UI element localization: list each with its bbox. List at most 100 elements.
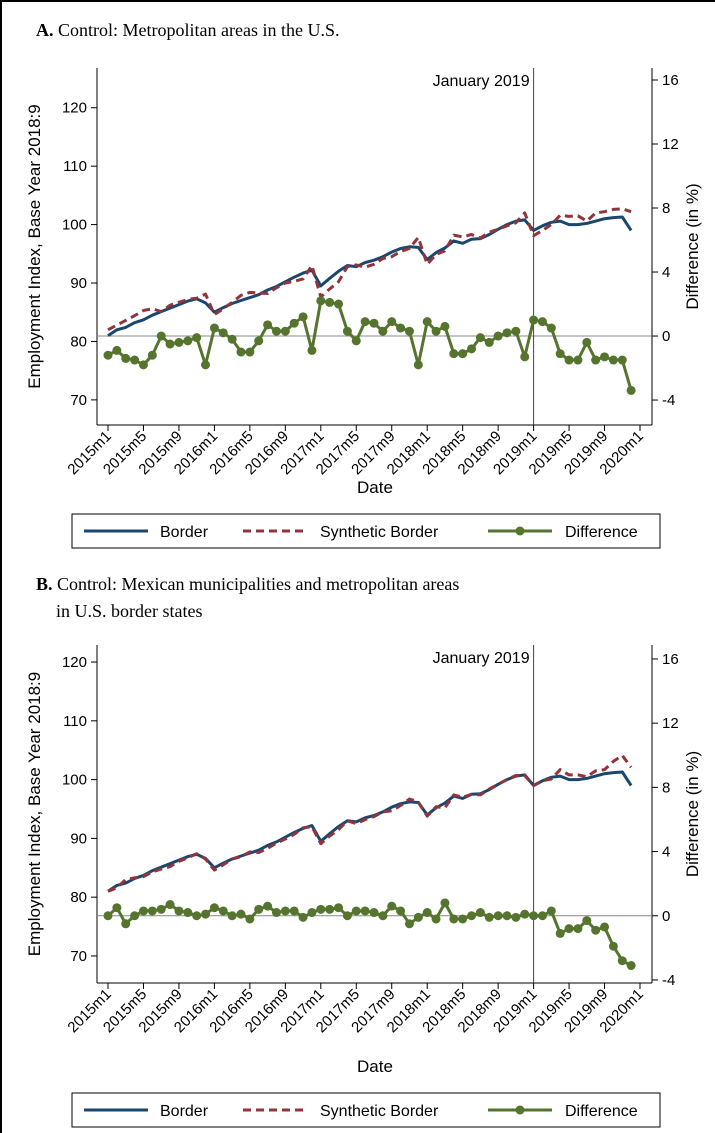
series-marker	[245, 914, 255, 924]
y2-tick-label: 12	[662, 136, 679, 153]
series-marker	[236, 909, 246, 919]
series-marker	[316, 904, 326, 914]
series-marker	[617, 956, 627, 966]
series-marker	[280, 906, 290, 916]
series-marker	[254, 336, 264, 346]
panel-title: B. Control: Mexican municipalities and m…	[36, 574, 459, 594]
series-marker	[369, 908, 379, 918]
series-marker	[546, 323, 556, 333]
series-marker	[573, 924, 583, 934]
legend-label: Border	[160, 524, 209, 541]
series-marker	[289, 318, 299, 328]
series-marker	[449, 349, 459, 359]
series-marker	[192, 911, 202, 921]
series-marker	[511, 912, 521, 922]
series-marker	[484, 912, 494, 922]
y-tick-label: 90	[70, 830, 87, 847]
y2-tick-label: 16	[662, 651, 679, 668]
series-marker	[245, 347, 255, 357]
series-marker	[147, 350, 157, 360]
series-marker	[537, 911, 547, 921]
series-marker	[218, 906, 228, 916]
y2-tick-label: -4	[662, 392, 675, 409]
series-marker	[520, 909, 530, 919]
y2-tick-label: -4	[662, 972, 675, 989]
y-axis-title: Employment Index, Base Year 2018:9	[25, 104, 44, 388]
panel-label: B.	[36, 574, 53, 594]
legend-label: Synthetic Border	[320, 1103, 439, 1120]
series-marker	[227, 334, 237, 344]
series-marker	[591, 355, 601, 365]
series-marker	[573, 355, 583, 365]
y2-tick-label: 4	[662, 844, 670, 861]
series-marker	[440, 321, 450, 331]
series-marker	[511, 326, 521, 336]
series-line	[107, 207, 632, 332]
series-marker	[404, 919, 414, 929]
series-marker	[626, 961, 636, 971]
series-marker	[458, 349, 468, 359]
series-marker	[342, 326, 352, 336]
series-marker	[183, 336, 193, 346]
panel-title-line: in U.S. border states	[56, 601, 202, 621]
x-axis-title: Date	[357, 478, 393, 497]
series-marker	[617, 355, 627, 365]
series-marker	[626, 385, 636, 395]
legend-box	[71, 513, 661, 549]
series-marker	[360, 906, 370, 916]
series-marker	[475, 908, 485, 918]
series-marker	[103, 911, 113, 921]
series-marker	[165, 900, 175, 910]
series-marker	[422, 908, 432, 918]
series-marker	[130, 355, 140, 365]
series-marker	[520, 352, 530, 362]
series-marker	[254, 904, 264, 914]
y2-tick-label: 8	[662, 200, 670, 217]
y-tick-label: 100	[62, 772, 87, 789]
series-marker	[431, 326, 441, 336]
series-marker	[502, 328, 512, 338]
series-marker	[165, 339, 175, 349]
annotation: January 2019	[433, 650, 530, 667]
series-marker	[351, 336, 361, 346]
y-tick-label: 80	[70, 333, 87, 350]
y-tick-label: 90	[70, 275, 87, 292]
series-marker	[307, 908, 317, 918]
series-marker	[227, 911, 237, 921]
series-marker	[608, 941, 618, 951]
legend-label: Difference	[565, 1103, 638, 1120]
series-marker	[192, 333, 202, 343]
series-marker	[121, 919, 131, 929]
series-marker	[174, 337, 184, 347]
series-marker	[112, 903, 122, 913]
series-marker	[316, 296, 326, 306]
series-marker	[130, 911, 140, 921]
series-marker	[156, 904, 166, 914]
series-marker	[280, 326, 290, 336]
series-marker	[467, 911, 477, 921]
series-marker	[484, 337, 494, 347]
series-marker	[431, 914, 441, 924]
y-tick-label: 120	[62, 654, 87, 671]
series-line	[107, 215, 633, 337]
series-marker	[404, 326, 414, 336]
series-marker	[449, 914, 459, 924]
y2-tick-label: 8	[662, 779, 670, 796]
series-marker	[209, 323, 219, 333]
series-marker	[467, 344, 477, 354]
y-axis-title: Employment Index, Base Year 2018:9	[25, 672, 44, 956]
series-marker	[263, 320, 273, 330]
y2-tick-label: 0	[662, 908, 670, 925]
series-marker	[582, 337, 592, 347]
panel-title-line: Control: Mexican municipalities and metr…	[57, 574, 459, 594]
annotation: January 2019	[433, 73, 530, 90]
series-marker	[529, 911, 539, 921]
legend-label: Border	[160, 1103, 209, 1120]
series-marker	[582, 916, 592, 926]
series-marker	[396, 906, 406, 916]
series-marker	[201, 360, 211, 370]
series-marker	[147, 906, 157, 916]
legend-label: Difference	[565, 524, 638, 541]
legend-marker	[515, 526, 525, 536]
